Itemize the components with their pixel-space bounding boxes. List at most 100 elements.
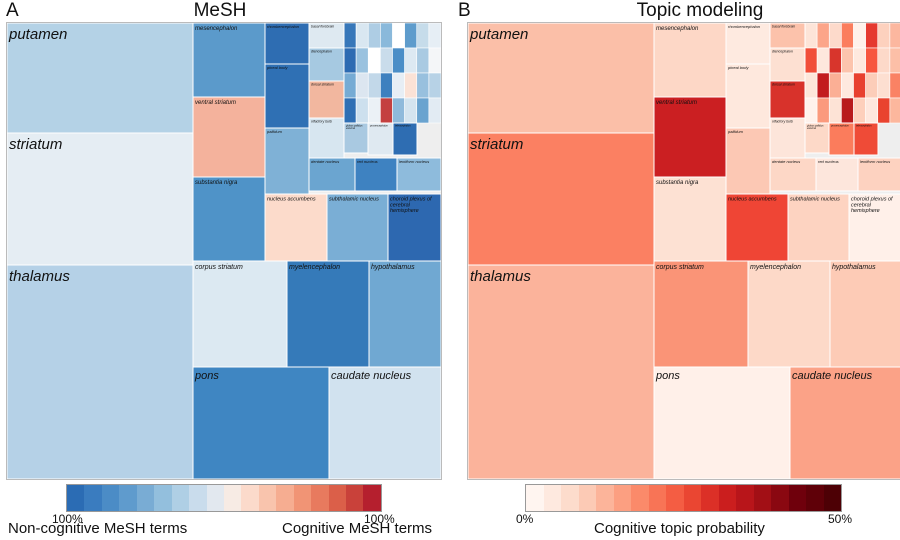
mesh-small-cell xyxy=(416,22,430,49)
mesh-small-cell xyxy=(367,22,381,49)
topic-colorbar-left-tick: 0% xyxy=(516,512,534,526)
mesh-label-striatum: striatum xyxy=(9,136,62,153)
topic-small-cell xyxy=(804,72,818,99)
colorbar-a-swatch xyxy=(154,485,172,511)
colorbar-a-swatch xyxy=(363,485,381,511)
topic-cell-telencephalon xyxy=(853,122,879,156)
topic-label-prosencephalon: prosencephalon xyxy=(830,125,849,128)
mesh-label-basal-forebrain: basal forebrain xyxy=(311,25,334,29)
mesh-label-subthalamic-nucleus: subthalamic nucleus xyxy=(329,197,379,203)
topic-small-cell xyxy=(816,72,830,99)
topic-cell-olfactory-bulb xyxy=(769,117,806,159)
mesh-label-ventral-striatum: ventral striatum xyxy=(195,100,236,106)
colorbar-a-swatch xyxy=(84,485,102,511)
topic-label-putamen: putamen xyxy=(469,26,528,43)
mesh-colorbar xyxy=(66,484,382,512)
topic-small-cell xyxy=(841,47,854,74)
topic-small-cell xyxy=(841,72,854,99)
mesh-colorbar-left-label: Non-cognitive MeSH terms xyxy=(8,520,188,537)
colorbar-a-swatch xyxy=(171,485,190,511)
colorbar-a-swatch xyxy=(328,485,346,511)
topic-label-thalamus: thalamus xyxy=(470,268,531,285)
topic-small-cell xyxy=(853,22,866,49)
topic-cell-caudate-nucleus xyxy=(789,366,900,480)
topic-cell-red-nucleus xyxy=(815,157,859,192)
topic-cell-pineal-body xyxy=(725,63,771,129)
topic-cell-ventral-striatum xyxy=(653,96,727,178)
mesh-label-thalamus: thalamus xyxy=(9,268,70,285)
mesh-cell-thalamus xyxy=(6,264,194,480)
mesh-treemap: putamen striatum thalamus mesencephalon vent… xyxy=(6,22,442,480)
mesh-label-mesencephalon: mesencephalon xyxy=(195,26,238,32)
colorbar-a-swatch xyxy=(101,485,120,511)
topic-label-choroid-plexus-of-cerebral-hemisphere: choroid plexus of cerebral hemisphere xyxy=(851,197,893,215)
topic-small-cell xyxy=(889,22,900,49)
mesh-label-globus-pallidus-external: globus pallidus external xyxy=(346,125,363,131)
mesh-small-cell xyxy=(404,47,418,74)
mesh-cell-pons xyxy=(192,366,330,480)
colorbar-b-swatch xyxy=(578,485,596,511)
mesh-cell-subthalamic-nucleus xyxy=(326,193,389,262)
mesh-label-hypothalamus: hypothalamus xyxy=(371,264,415,271)
colorbar-b-swatch xyxy=(526,485,544,511)
topic-small-cell xyxy=(865,97,879,124)
topic-small-cell xyxy=(828,72,842,99)
mesh-small-cell xyxy=(355,47,369,74)
panel-a-title: MeSH xyxy=(193,0,247,21)
topic-label-basal-forebrain: basal forebrain xyxy=(772,25,795,29)
topic-label-ventral-striatum: ventral striatum xyxy=(656,100,697,106)
mesh-label-putamen: putamen xyxy=(8,26,67,43)
mesh-small-cell xyxy=(355,97,369,124)
mesh-small-cell xyxy=(355,72,369,99)
mesh-small-cell xyxy=(416,72,430,99)
topic-small-cell xyxy=(828,47,842,74)
topic-colorbar-right-tick: 50% xyxy=(828,512,853,526)
colorbar-a-swatch xyxy=(223,485,242,511)
topic-small-cell xyxy=(853,47,866,74)
colorbar-b-swatch xyxy=(753,485,771,511)
topic-small-cell xyxy=(877,22,891,49)
mesh-label-caudate-nucleus: caudate nucleus xyxy=(331,370,412,382)
mesh-cell-diencephalon xyxy=(308,47,345,82)
mesh-label-dentate-nucleus: dentate nucleus xyxy=(311,159,339,164)
mesh-label-olfactory-bulb: olfactory bulb xyxy=(311,120,332,124)
topic-small-cell xyxy=(816,47,830,74)
topic-cell-myelencephalon xyxy=(747,260,831,368)
mesh-cell-telencephalon xyxy=(392,122,418,156)
mesh-label-nucleus-accumbens: nucleus accumbens xyxy=(267,197,316,203)
colorbar-b-swatch xyxy=(666,485,684,511)
mesh-label-rhombencephalon: rhombencephalon xyxy=(267,24,300,29)
topic-colorbar xyxy=(525,484,842,512)
topic-cell-subthalamic-nucleus xyxy=(787,193,850,262)
topic-cell-prosencephalon xyxy=(828,122,855,156)
topic-label-corpus-striatum: corpus striatum xyxy=(656,264,704,271)
colorbar-b-swatch xyxy=(788,485,806,511)
topic-cell-choroid-plexus-of-cerebral-hemisphere xyxy=(848,193,900,262)
topic-small-cell xyxy=(816,22,830,49)
topic-label-lentiform-nucleus: lentiform nucleus xyxy=(860,159,890,164)
mesh-label-dorsal-striatum: dorsal striatum xyxy=(311,83,334,87)
colorbar-a-swatch xyxy=(346,485,364,511)
mesh-small-cell xyxy=(380,72,393,99)
topic-small-cell xyxy=(816,97,830,124)
colorbar-b-swatch xyxy=(683,485,701,511)
mesh-colorbar-left-tick: 100% xyxy=(52,512,83,526)
mesh-cell-prosencephalon xyxy=(367,122,394,156)
mesh-colorbar-right-tick: 100% xyxy=(364,512,395,526)
colorbar-b-swatch xyxy=(823,485,841,511)
topic-label-red-nucleus: red nucleus xyxy=(818,159,839,164)
mesh-small-cell xyxy=(392,22,405,49)
topic-label-dorsal-striatum: dorsal striatum xyxy=(772,83,795,87)
mesh-small-cell xyxy=(428,22,442,49)
topic-small-cell xyxy=(865,72,879,99)
mesh-cell-mesencephalon xyxy=(192,22,266,98)
mesh-cell-globus-pallidus-external xyxy=(343,122,369,154)
mesh-cell-substantia-nigra xyxy=(192,176,266,262)
mesh-label-pons: pons xyxy=(194,370,219,382)
topic-small-cell xyxy=(877,47,891,74)
topic-label-telencephalon: telencephalon xyxy=(856,125,872,128)
mesh-small-cell xyxy=(355,22,369,49)
mesh-small-cell xyxy=(367,72,381,99)
mesh-cell-dorsal-striatum xyxy=(308,80,345,119)
topic-label-pons: pons xyxy=(655,370,680,382)
